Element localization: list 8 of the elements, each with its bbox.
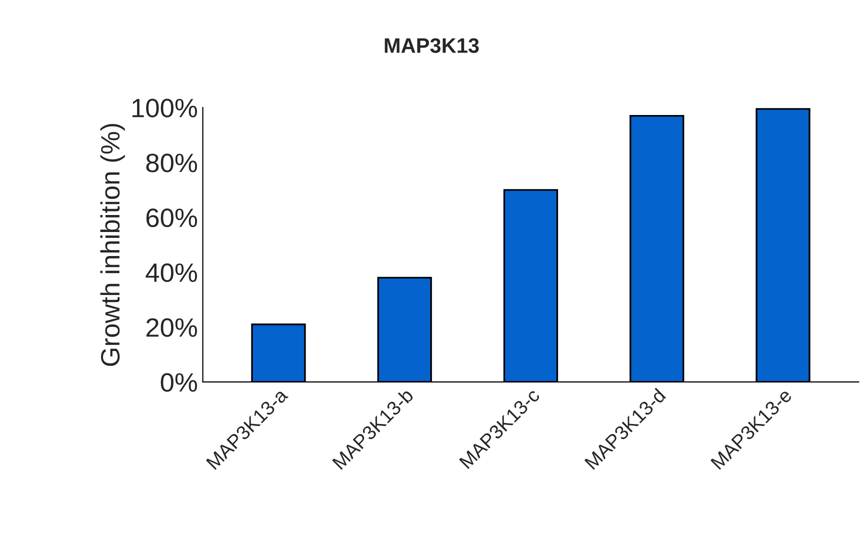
y-tick-label: 0% — [160, 373, 198, 392]
y-tick-label: 40% — [146, 263, 198, 282]
y-axis-title: Growth inhibition (%) — [100, 124, 125, 366]
y-tick-label: 100% — [132, 98, 198, 118]
y-tick-label: 80% — [146, 154, 198, 172]
y-tick-label: 60% — [146, 208, 198, 228]
y-tick-label: 20% — [146, 318, 198, 337]
chart-title: MAP3K13 — [384, 38, 479, 53]
